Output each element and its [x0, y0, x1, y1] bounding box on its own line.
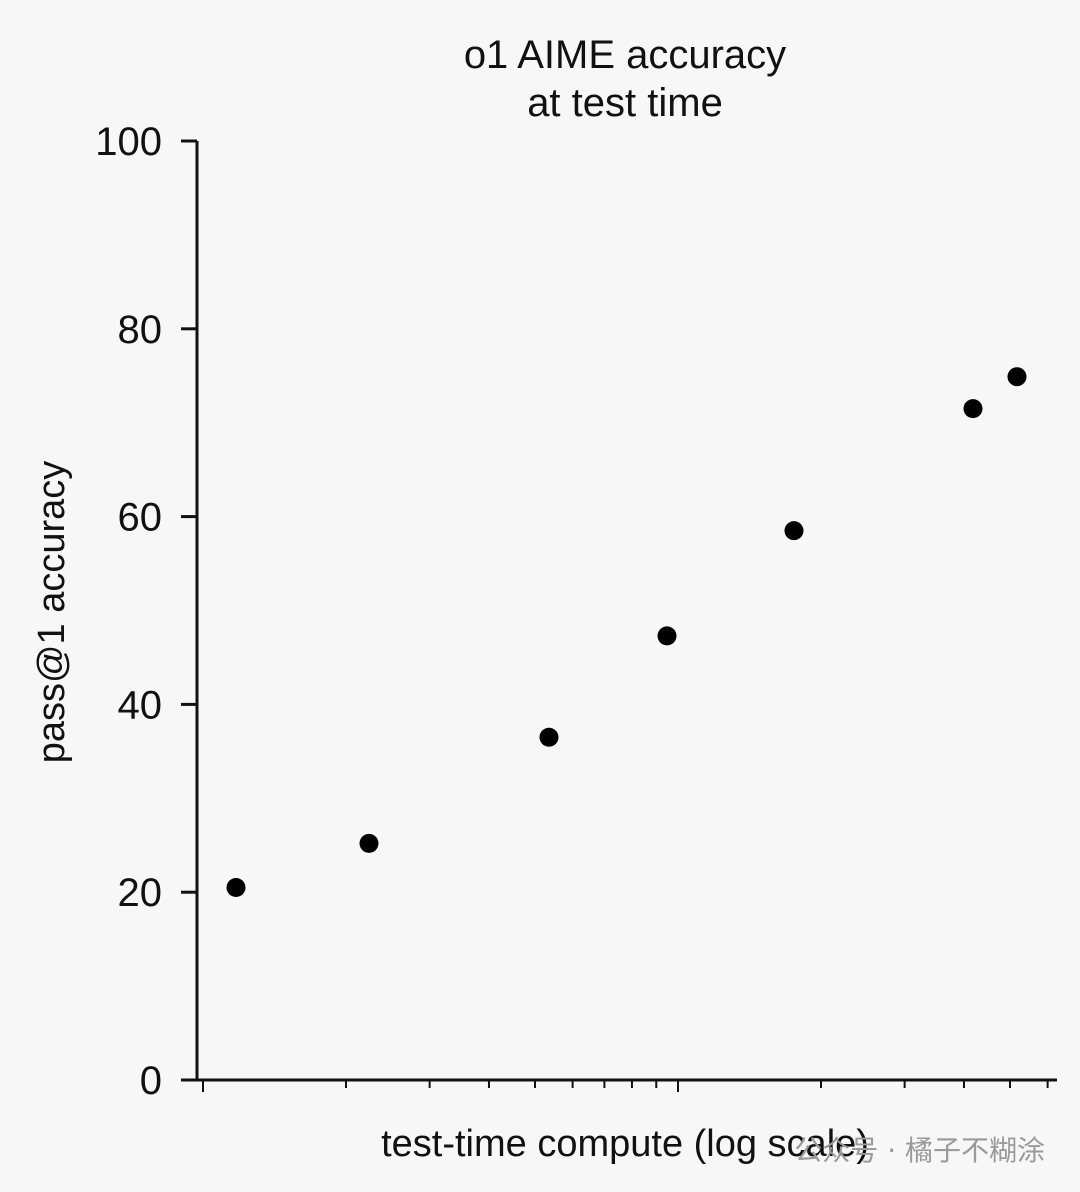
y-axis: 0 20 40 60 80 100 — [95, 120, 199, 1103]
data-point-7 — [1007, 367, 1027, 387]
y-tick-label-60: 60 — [118, 496, 163, 540]
data-point-3 — [539, 727, 559, 747]
y-axis-label: pass@1 accuracy — [31, 461, 73, 764]
x-axis — [197, 1078, 1057, 1092]
data-point-2 — [359, 833, 379, 853]
watermark: 公众号 · 橘子不糊涂 — [794, 1134, 1045, 1167]
data-point-6 — [963, 399, 983, 419]
chart-title-line-2: at test time — [527, 81, 723, 125]
data-points — [226, 367, 1027, 898]
y-tick-label-20: 20 — [118, 871, 163, 915]
y-tick-label-0: 0 — [140, 1059, 162, 1103]
x-axis-label: test-time compute (log scale) — [381, 1123, 869, 1165]
y-tick-label-40: 40 — [118, 683, 163, 727]
y-tick-label-100: 100 — [95, 120, 162, 164]
data-point-5 — [784, 521, 804, 541]
data-point-4 — [657, 626, 677, 646]
chart-title-line-1: o1 AIME accuracy — [464, 33, 786, 77]
data-point-1 — [226, 878, 246, 898]
y-tick-label-80: 80 — [118, 308, 163, 352]
